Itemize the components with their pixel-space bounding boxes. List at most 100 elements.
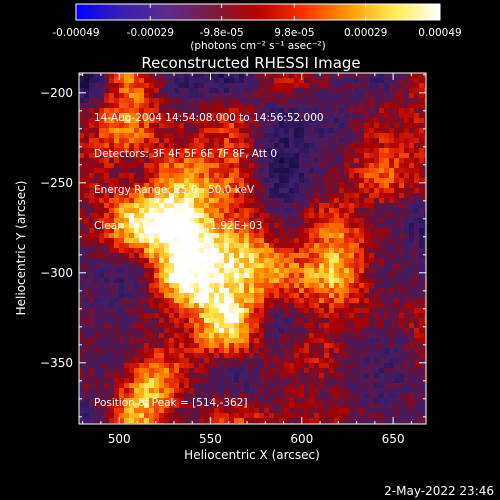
heatmap-cell (164, 288, 170, 294)
heatmap-cell (174, 283, 180, 289)
heatmap-cell (409, 363, 415, 369)
heatmap-cell (234, 143, 240, 149)
heatmap-cell (229, 198, 235, 204)
heatmap-cell (114, 273, 120, 279)
heatmap-cell (299, 138, 305, 144)
heatmap-cell (359, 113, 365, 119)
heatmap-cell (79, 298, 85, 304)
heatmap-cell (134, 328, 140, 334)
heatmap-cell (89, 143, 95, 149)
heatmap-cell (94, 163, 100, 169)
heatmap-cell (94, 383, 100, 389)
heatmap-cell (249, 193, 255, 199)
heatmap-cell (204, 168, 210, 174)
heatmap-cell (99, 408, 105, 414)
heatmap-cell (89, 133, 95, 139)
heatmap-cell (199, 148, 205, 154)
heatmap-cell (299, 108, 305, 114)
heatmap-cell (334, 218, 340, 224)
heatmap-cell (289, 318, 295, 324)
heatmap-cell (234, 343, 240, 349)
heatmap-cell (204, 273, 210, 279)
heatmap-cell (304, 238, 310, 244)
heatmap-cell (249, 138, 255, 144)
heatmap-cell (404, 268, 410, 274)
heatmap-cell (99, 293, 105, 299)
heatmap-cell (159, 403, 165, 409)
heatmap-cell (109, 303, 115, 309)
heatmap-cell (154, 163, 160, 169)
heatmap-cell (289, 213, 295, 219)
heatmap-cell (99, 303, 105, 309)
heatmap-cell (404, 138, 410, 144)
heatmap-cell (324, 83, 330, 89)
heatmap-cell (154, 213, 160, 219)
heatmap-cell (204, 298, 210, 304)
heatmap-cell (334, 243, 340, 249)
heatmap-cell (194, 268, 200, 274)
heatmap-cell (89, 343, 95, 349)
heatmap-cell (319, 333, 325, 339)
heatmap-cell (289, 203, 295, 209)
heatmap-cell (254, 258, 260, 264)
heatmap-cell (279, 363, 285, 369)
heatmap-cell (349, 263, 355, 269)
heatmap-cell (214, 388, 220, 394)
heatmap-cell (374, 298, 380, 304)
heatmap-cell (159, 353, 165, 359)
heatmap-cell (179, 88, 185, 94)
heatmap-cell (314, 83, 320, 89)
heatmap-cell (174, 303, 180, 309)
heatmap-cell (399, 298, 405, 304)
heatmap-cell (104, 398, 110, 404)
heatmap-cell (284, 178, 290, 184)
heatmap-cell (384, 288, 390, 294)
heatmap-cell (419, 163, 425, 169)
heatmap-cell (264, 228, 270, 234)
heatmap-cell (254, 203, 260, 209)
heatmap-cell (399, 403, 405, 409)
heatmap-cell (404, 93, 410, 99)
heatmap-cell (259, 298, 265, 304)
heatmap-cell (199, 343, 205, 349)
heatmap-cell (409, 98, 415, 104)
heatmap-cell (224, 243, 230, 249)
heatmap-cell (369, 168, 375, 174)
heatmap-cell (104, 413, 110, 419)
heatmap-cell (124, 318, 130, 324)
heatmap-cell (139, 278, 145, 284)
heatmap-cell (254, 123, 260, 129)
heatmap-cell (294, 253, 300, 259)
heatmap-cell (159, 363, 165, 369)
heatmap-cell (169, 363, 175, 369)
heatmap-cell (154, 403, 160, 409)
heatmap-cell (354, 328, 360, 334)
heatmap-cell (94, 403, 100, 409)
heatmap-cell (384, 408, 390, 414)
heatmap-cell (394, 128, 400, 134)
heatmap-cell (189, 113, 195, 119)
heatmap-cell (84, 358, 90, 364)
heatmap-cell (144, 198, 150, 204)
heatmap-cell (304, 318, 310, 324)
heatmap-cell (289, 383, 295, 389)
heatmap-cell (404, 168, 410, 174)
heatmap-cell (214, 253, 220, 259)
heatmap-cell (334, 413, 340, 419)
heatmap-cell (84, 238, 90, 244)
heatmap-cell (279, 83, 285, 89)
heatmap-cell (134, 288, 140, 294)
heatmap-cell (89, 393, 95, 399)
heatmap-cell (154, 218, 160, 224)
heatmap-cell (109, 368, 115, 374)
heatmap-cell (409, 278, 415, 284)
heatmap-cell (319, 248, 325, 254)
heatmap-cell (89, 363, 95, 369)
heatmap-cell (129, 328, 135, 334)
heatmap-cell (284, 333, 290, 339)
heatmap-cell (134, 188, 140, 194)
heatmap-cell (199, 83, 205, 89)
heatmap-cell (129, 73, 135, 79)
heatmap-cell (334, 253, 340, 259)
heatmap-cell (234, 303, 240, 309)
